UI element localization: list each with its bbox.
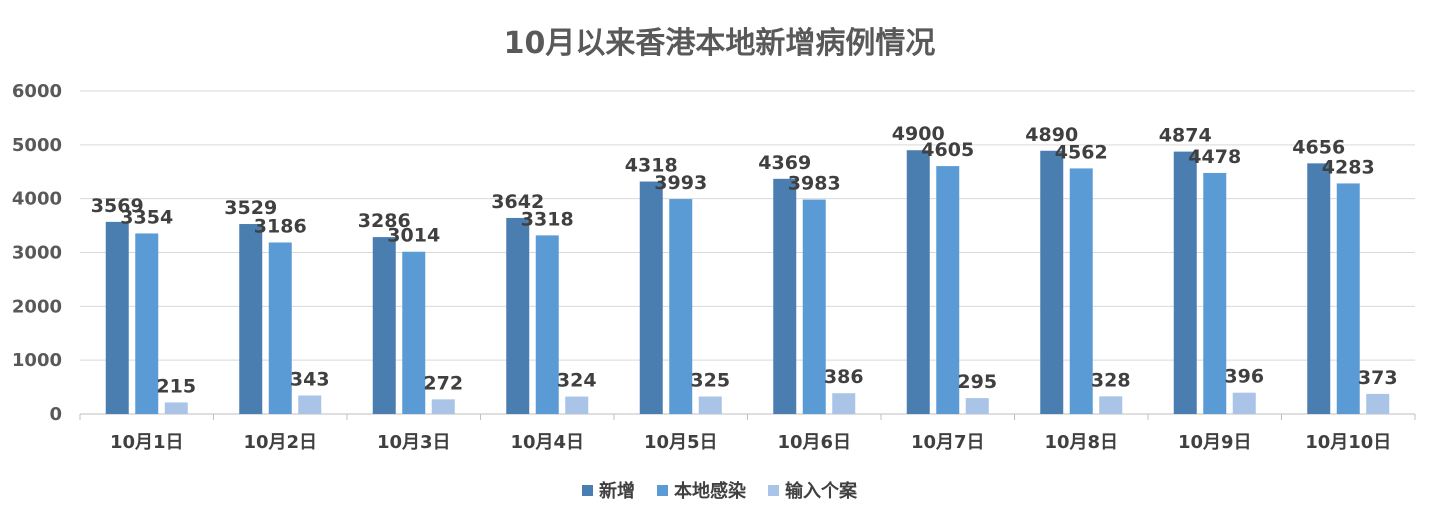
x-tick-label: 10月3日: [377, 432, 451, 453]
data-label: 4874: [1159, 125, 1212, 147]
y-tick-label: 0: [49, 404, 62, 425]
legend-item: 输入个案: [768, 477, 857, 503]
bar: [1173, 151, 1197, 414]
legend-label: 输入个案: [785, 481, 857, 502]
x-tick-label: 10月9日: [1178, 432, 1252, 453]
bar: [936, 166, 960, 414]
bar: [773, 178, 797, 414]
data-label: 4900: [892, 123, 945, 145]
bar: [565, 396, 589, 414]
data-label: 324: [557, 370, 597, 392]
bar: [1366, 393, 1390, 414]
x-tick-label: 10月10日: [1305, 432, 1391, 453]
data-label: 4369: [758, 152, 811, 174]
data-label: 4478: [1188, 146, 1241, 168]
x-tick-label: 10月8日: [1044, 432, 1118, 453]
data-label: 325: [690, 370, 730, 392]
x-tick-label: 10月5日: [644, 432, 718, 453]
data-label: 343: [290, 369, 330, 391]
data-label: 272: [423, 372, 463, 394]
bar: [402, 251, 426, 414]
x-tick-label: 10月6日: [777, 432, 851, 453]
legend-swatch: [768, 484, 779, 496]
bar: [669, 199, 693, 414]
bar: [802, 199, 826, 414]
legend-label: 新增: [599, 481, 635, 502]
data-label: 3569: [91, 195, 144, 217]
y-tick-label: 4000: [12, 189, 62, 210]
x-tick-label: 10月7日: [911, 432, 985, 453]
bar: [431, 399, 455, 414]
y-tick-label: 6000: [12, 81, 62, 102]
data-label: 3186: [254, 215, 307, 237]
bar: [832, 393, 856, 414]
x-tick-label: 10月1日: [110, 432, 184, 453]
data-label: 295: [957, 371, 997, 393]
data-label: 4656: [1292, 136, 1345, 158]
bar: [268, 242, 292, 414]
bar: [1203, 172, 1227, 414]
bar: [164, 402, 188, 414]
data-label: 3286: [358, 210, 411, 232]
bar: [105, 221, 129, 414]
bar: [639, 181, 663, 414]
bar: [372, 237, 396, 414]
data-label: 373: [1358, 367, 1398, 389]
bar: [965, 398, 989, 414]
bar: [239, 224, 263, 414]
data-label: 215: [156, 375, 196, 397]
legend: 新增 本地感染 输入个案: [0, 477, 1439, 503]
y-tick-label: 3000: [12, 243, 62, 264]
bar: [1307, 163, 1331, 414]
data-label: 4890: [1025, 124, 1078, 146]
x-tick-label: 10月4日: [510, 432, 584, 453]
data-label: 3318: [521, 208, 574, 230]
y-tick-label: 2000: [12, 296, 62, 317]
bar: [906, 150, 930, 414]
data-label: 3983: [788, 173, 841, 195]
legend-swatch: [657, 484, 668, 496]
data-label: 3529: [224, 197, 277, 219]
bar: [1232, 392, 1256, 414]
data-label: 3642: [491, 191, 544, 213]
bar: [1099, 396, 1123, 414]
chart-title: 10月以来香港本地新增病例情况: [503, 26, 936, 61]
data-label: 4283: [1322, 156, 1375, 178]
bar: [698, 396, 722, 414]
data-label: 328: [1091, 369, 1131, 391]
data-label: 4318: [625, 155, 678, 177]
data-label: 3354: [120, 206, 173, 228]
bar: [135, 233, 159, 414]
data-label: 4562: [1055, 141, 1108, 163]
bar: [1069, 168, 1093, 414]
data-label: 3993: [654, 172, 707, 194]
legend-label: 本地感染: [674, 481, 746, 502]
bar: [298, 395, 322, 414]
y-tick-label: 5000: [12, 135, 62, 156]
bar: [1336, 183, 1360, 414]
bar: [506, 217, 530, 414]
y-tick-label: 1000: [12, 350, 62, 371]
bar: [1040, 150, 1064, 414]
legend-item: 新增: [582, 477, 635, 503]
data-label: 4605: [921, 139, 974, 161]
legend-swatch: [582, 484, 593, 496]
x-tick-label: 10月2日: [243, 432, 317, 453]
bar: [535, 235, 559, 414]
data-label: 386: [824, 366, 864, 388]
data-label: 396: [1224, 366, 1264, 388]
data-label: 3014: [387, 225, 440, 247]
legend-item: 本地感染: [657, 477, 746, 503]
